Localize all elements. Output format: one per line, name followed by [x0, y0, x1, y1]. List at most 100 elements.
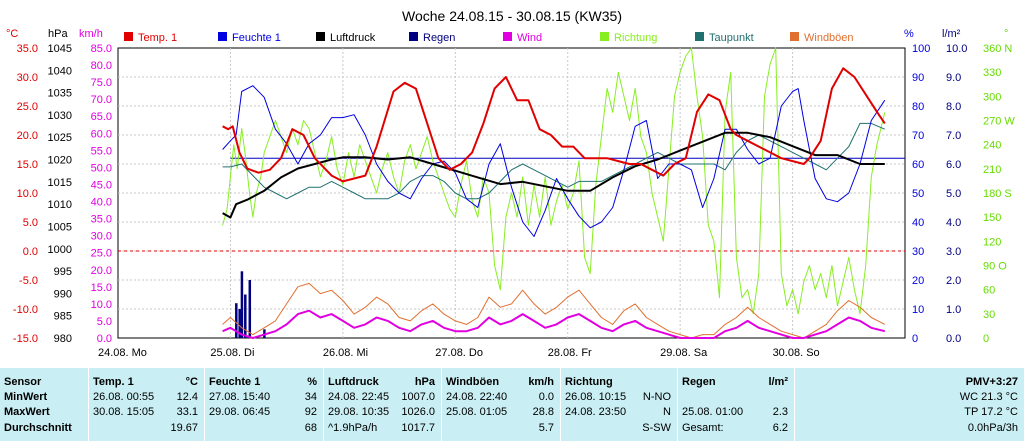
temp-axis-tick: 10.0: [17, 188, 38, 200]
direction-axis-tick: 60: [983, 285, 995, 297]
wind-axis-tick: 80.0: [91, 60, 112, 72]
pressure-axis-tick: 1035: [48, 88, 72, 100]
temp-axis-tick: 20.0: [17, 130, 38, 142]
series-line-taupunkt: [222, 122, 885, 200]
humidity-axis-tick: 100: [912, 43, 930, 55]
rain-bar: [235, 303, 238, 338]
pressure-unit: hPa: [414, 376, 435, 388]
rain-unit: l/m²: [768, 376, 788, 388]
rain-max-val: 2.3: [772, 406, 788, 418]
wind-axis-tick: 85.0: [91, 43, 112, 55]
gusts-title: Windböen: [446, 376, 500, 388]
wind-axis-tick: 15.0: [91, 282, 112, 294]
temp-axis-tick: 15.0: [17, 159, 38, 171]
chart-title: Woche 24.08.15 - 30.08.15 (KW35): [402, 8, 622, 24]
stats-direction: Richtung 26.08. 10:15 N-NO 24.08. 23:50 N …: [561, 368, 677, 441]
stats-labels: Sensor MinWert MaxWert Durchschnitt: [0, 368, 88, 441]
humidity-axis-tick: 70: [912, 130, 924, 142]
legend-swatch: [600, 32, 609, 41]
direction-axis-tick: 90 O: [983, 261, 1007, 273]
x-axis-label: 27.08. Do: [435, 347, 483, 359]
temp-axis-tick: 25.0: [17, 101, 38, 113]
pressure-min-date: 24.08. 22:45: [328, 391, 390, 403]
x-axis-label: 25.08. Di: [210, 347, 254, 359]
humidity-axis-tick: 50: [912, 188, 924, 200]
legend-swatch: [316, 32, 325, 41]
pressure-axis-tick: 995: [54, 266, 72, 278]
pressure-max-val: 1026.0: [401, 406, 435, 418]
legend-swatch: [409, 32, 418, 41]
rain-axis-tick: 7.0: [946, 130, 961, 142]
gusts-min-date: 24.08. 22:40: [446, 391, 508, 403]
direction-min-val: N-NO: [642, 391, 671, 403]
stats-temp: Temp. 1 °C 26.08. 00:55 12.4 30.08. 15:05 3…: [89, 368, 204, 441]
wind-axis-tick: 30.0: [91, 231, 112, 243]
legend-label: Luftdruck: [330, 32, 376, 44]
x-axis-label: 29.08. Sa: [660, 347, 708, 359]
label-max: MaxWert: [4, 406, 50, 418]
direction-axis-tick: 120: [983, 236, 1001, 248]
direction-axis-tick: 0: [983, 333, 989, 345]
pressure-axis-tick: 1020: [48, 155, 72, 167]
temp-axis-tick: 0.0: [23, 246, 38, 258]
weather-chart: Woche 24.08.15 - 30.08.15 (KW35) 35.0 30.0…: [6, 8, 1015, 359]
humidity-axis-tick: 80: [912, 101, 924, 113]
stats-pmv: PMV+3:27 WC 21.3 °C TP 17.2 °C 0.0hPa/3h: [795, 368, 1024, 441]
series-line-luftdruck: [222, 131, 885, 219]
rain-title: Regen: [682, 376, 716, 388]
series-line-temp-1: [222, 67, 886, 183]
pressure-title: Luftdruck: [328, 376, 379, 388]
direction-axis-tick: 360 N: [983, 43, 1012, 55]
pressure-unit-header: hPa: [48, 28, 68, 40]
wind-axis-tick: 45.0: [91, 179, 112, 191]
pmv-title: PMV+3:27: [965, 376, 1018, 388]
stats-panel: Sensor MinWert MaxWert Durchschnitt Temp…: [0, 368, 1024, 441]
pressure-axis-tick: 1045: [48, 43, 72, 55]
gusts-min-val: 0.0: [538, 391, 554, 403]
direction-axis-tick: 330: [983, 67, 1001, 79]
direction-unit-header: °: [1004, 28, 1008, 40]
legend-swatch: [790, 32, 799, 41]
pressure-avg: 1017.7: [401, 422, 435, 434]
temp-title: Temp. 1: [93, 376, 134, 388]
rain-axis-tick: 1.0: [946, 304, 961, 316]
series-line-richtung: [222, 47, 886, 315]
legend-label: Wind: [517, 32, 542, 44]
humidity-axis-tick: 40: [912, 217, 924, 229]
rain-axis-tick: 8.0: [946, 101, 961, 113]
wind-axis-tick: 25.0: [91, 248, 112, 260]
legend-swatch: [218, 32, 227, 41]
direction-axis-tick: 270 W: [983, 116, 1015, 128]
rain-axis-tick: 4.0: [946, 217, 961, 229]
rain-bar: [238, 309, 241, 338]
rain-bar: [240, 271, 244, 338]
temp-max-date: 30.08. 15:05: [93, 406, 155, 418]
x-axis-label: 28.08. Fr: [548, 347, 592, 359]
rain-bar: [248, 280, 252, 338]
rain-axis-tick: 0.0: [946, 333, 961, 345]
temp-axis-tick: 35.0: [17, 43, 38, 55]
wind-unit-header: km/h: [79, 28, 103, 40]
humidity-avg: 68: [304, 422, 317, 434]
direction-title: Richtung: [565, 376, 613, 388]
humidity-axis-tick: 20: [912, 275, 924, 287]
wind-axis-tick: 35.0: [91, 214, 112, 226]
x-axis-label: 30.08. So: [773, 347, 820, 359]
pmv-trend: 0.0hPa/3h: [967, 422, 1018, 434]
temp-unit: °C: [185, 376, 198, 388]
pressure-axis-tick: 980: [54, 333, 72, 345]
rain-axis-tick: 6.0: [946, 159, 961, 171]
direction-axis-tick: 180 S: [983, 188, 1012, 200]
legend-swatch: [503, 32, 512, 41]
wind-axis-tick: 10.0: [91, 299, 112, 311]
pressure-axis-tick: 1030: [48, 110, 72, 122]
wind-axis-tick: 5.0: [97, 316, 112, 328]
direction-axis-tick: 150: [983, 212, 1001, 224]
legend-label: Temp. 1: [138, 32, 177, 44]
pressure-axis-tick: 1015: [48, 177, 72, 189]
pmv-wc: WC 21.3 °C: [959, 391, 1018, 403]
wind-axis-tick: 70.0: [91, 94, 112, 106]
pmv-tp: TP 17.2 °C: [964, 406, 1018, 418]
direction-axis-tick: 210: [983, 164, 1001, 176]
legend-swatch: [124, 32, 133, 41]
